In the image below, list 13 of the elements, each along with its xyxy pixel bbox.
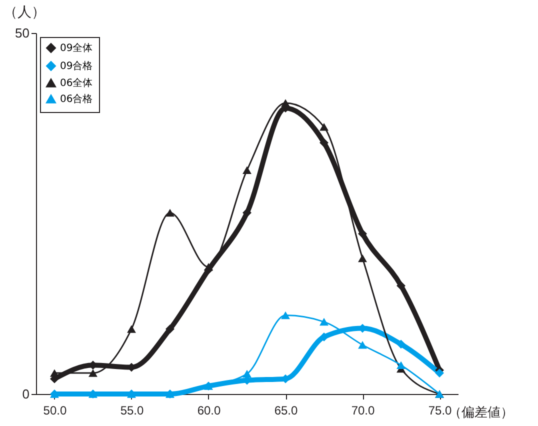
x-tick-label: 55.0 xyxy=(120,404,144,418)
y-tick-label: 50 xyxy=(15,26,30,40)
legend-label: 06全体 xyxy=(60,77,93,89)
legend-label: 06合格 xyxy=(60,93,93,105)
x-tick-label: 70.0 xyxy=(351,404,376,418)
x-tick-label: 75.0 xyxy=(428,404,452,418)
x-tick-label: 50.0 xyxy=(43,404,67,418)
y-axis-title: （人） xyxy=(4,4,46,20)
legend-label: 09合格 xyxy=(60,60,93,72)
legend-label: 09全体 xyxy=(60,42,93,54)
x-tick-label: 60.0 xyxy=(197,404,221,418)
x-tick-label: 65.0 xyxy=(274,404,298,418)
y-tick-label: 0 xyxy=(22,386,30,402)
